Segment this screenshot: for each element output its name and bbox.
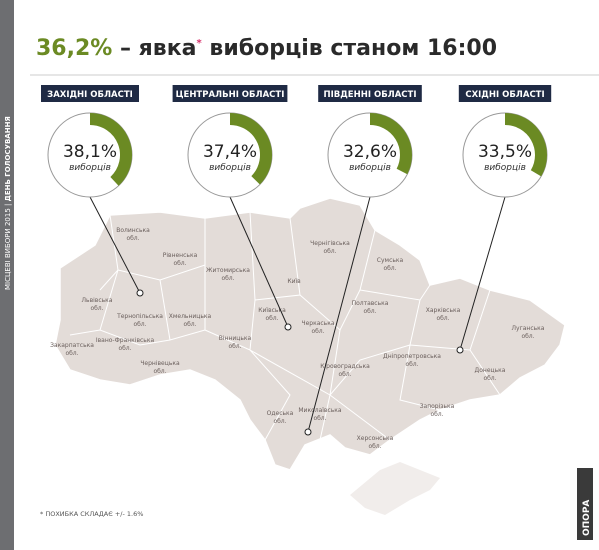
donut-title: ЦЕНТРАЛЬНІ ОБЛАСТІ — [176, 90, 285, 100]
leader-line — [307, 196, 371, 433]
region-label: Житомирська — [206, 267, 250, 274]
sidebar-text: МІСЦЕВІ ВИБОРИ 2015 | ДЕНЬ ГОЛОСУВАННЯ — [4, 116, 12, 290]
region-label: обл. — [363, 308, 376, 315]
donut-value: 33,5% — [478, 142, 532, 162]
region-label: обл. — [436, 315, 449, 322]
region-label: обл. — [183, 321, 196, 328]
region-label: обл. — [338, 371, 351, 378]
sidebar-part: МІСЦЕВІ ВИБОРИ 2015 | — [4, 204, 12, 290]
region-label: обл. — [153, 368, 166, 375]
region-label: обл. — [90, 305, 103, 312]
donut-title: ЗАХІДНІ ОБЛАСТІ — [47, 90, 133, 100]
title-box — [172, 85, 288, 102]
region-label: обл. — [405, 361, 418, 368]
region-label: Київська — [258, 307, 286, 314]
region-label: Сумська — [377, 257, 404, 264]
donut-title: ПІВДЕННІ ОБЛАСТІ — [323, 90, 416, 100]
region-label: обл. — [430, 411, 443, 418]
region-label: Івано-Франківська — [96, 337, 155, 344]
region-label: обл. — [311, 328, 324, 335]
region-borders — [69, 211, 501, 441]
region-label: Миколаївська — [298, 407, 342, 414]
region-label: обл. — [521, 333, 534, 340]
donut-value: 37,4% — [203, 142, 257, 162]
donut-arc — [229, 113, 272, 185]
region-label: Харківська — [426, 307, 461, 314]
region-label: обл. — [221, 275, 234, 282]
map: Волинськаобл.Рівненськаобл.Львівськаобл.… — [50, 197, 566, 515]
leader-line — [229, 196, 289, 328]
donut-label: виборців — [484, 163, 526, 173]
donut-arc — [504, 113, 547, 177]
region-label: обл. — [323, 248, 336, 255]
donut-label: виборців — [209, 163, 251, 173]
crimea-shape — [350, 462, 440, 515]
region-label: Черкаська — [301, 320, 334, 327]
region-label: обл. — [228, 343, 241, 350]
region-label: Київ — [287, 278, 301, 285]
region-label: обл. — [126, 235, 139, 242]
headline-value: 36,2% — [36, 36, 112, 61]
brand-box — [577, 468, 593, 540]
donut-arc — [89, 113, 132, 186]
region-label: обл. — [133, 321, 146, 328]
region-label: обл. — [483, 375, 496, 382]
leader-dot — [304, 428, 312, 436]
region-label: Чернігівська — [310, 240, 350, 247]
region-label: обл. — [273, 418, 286, 425]
region-label: Тернопільська — [116, 313, 163, 320]
leader-dot — [456, 346, 464, 354]
region-label: обл. — [383, 265, 396, 272]
region-label: Вінницька — [219, 335, 252, 342]
region-label: обл. — [173, 260, 186, 267]
region-label: обл. — [313, 415, 326, 422]
region-label: Донецька — [475, 367, 506, 374]
region-label: Дніпропетровська — [383, 353, 441, 360]
donut-label: виборців — [69, 163, 111, 173]
leader-dot — [284, 323, 292, 331]
donut-arc — [369, 113, 412, 175]
brand: ОПОРА — [582, 500, 592, 536]
leader-dot — [136, 289, 144, 297]
region-label: обл. — [118, 345, 131, 352]
donut-label: виборців — [349, 163, 391, 173]
donut-value: 38,1% — [63, 142, 117, 162]
donut-value: 32,6% — [343, 142, 397, 162]
leader-line — [89, 196, 141, 294]
region-label: Рівненська — [163, 252, 198, 259]
title-box — [458, 85, 552, 102]
donut-title: СХІДНІ ОБЛАСТІ — [465, 90, 544, 100]
leader-line — [459, 196, 506, 351]
region-label: Запорізька — [420, 403, 455, 410]
country-shape — [54, 197, 566, 471]
region-label: Херсонська — [357, 435, 394, 442]
region-label: Полтавська — [352, 300, 389, 307]
region-label: Волинська — [116, 227, 150, 234]
headline-text: – явка — [120, 36, 196, 61]
title-box — [318, 85, 422, 102]
headline-asterisk: * — [196, 38, 202, 49]
headline: 36,2% – явка* виборців станом 16:00 — [36, 36, 497, 61]
headline-text: виборців станом 16:00 — [209, 36, 497, 61]
sidebar-part: ДЕНЬ ГОЛОСУВАННЯ — [4, 116, 12, 201]
region-label: Хмельницька — [169, 313, 212, 320]
title-box — [41, 85, 139, 102]
footnote: * ПОХИБКА СКЛАДАЄ +/- 1.6% — [40, 510, 143, 518]
region-label: обл. — [65, 350, 78, 357]
region-label: Чернівецька — [140, 360, 180, 367]
sidebar — [0, 0, 14, 550]
region-label: Закарпатська — [50, 342, 94, 349]
region-label: Кіровоградська — [320, 363, 370, 370]
region-label: обл. — [368, 443, 381, 450]
region-label: обл. — [265, 315, 278, 322]
region-label: Львівська — [82, 297, 113, 304]
region-label: Луганська — [512, 325, 545, 332]
region-label: Одеська — [267, 410, 294, 417]
